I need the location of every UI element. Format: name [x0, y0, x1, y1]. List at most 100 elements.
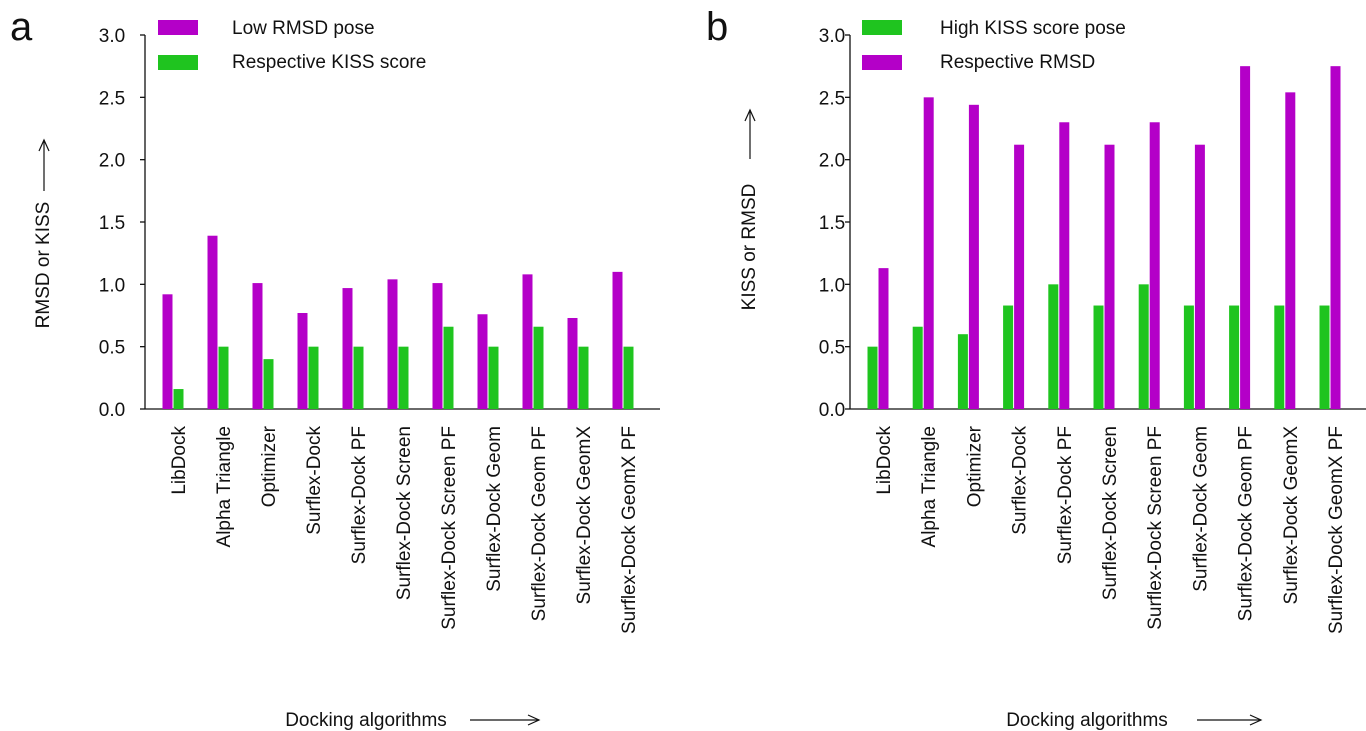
panel-a-bar-series1 — [263, 359, 274, 409]
panel-b-bar-series1 — [1014, 144, 1025, 409]
panel-b-y-tick-label: 2.0 — [819, 151, 845, 172]
panel-b-bar-series1 — [1240, 66, 1251, 410]
panel-b-category-label: Surflex-Dock Geom — [1190, 426, 1211, 592]
panel-b-legend-swatch-1 — [862, 55, 902, 70]
panel-a-x-axis-arrow — [470, 714, 541, 726]
panel-a-letter: a — [10, 5, 33, 49]
panel-b-y-tick-label: 1.0 — [819, 275, 845, 296]
panel-b-bar-series0 — [1183, 305, 1194, 409]
panel-b-y-tick-label: 0.5 — [819, 338, 845, 359]
panel-a-category-label: Surflex-Dock Screen — [394, 426, 415, 600]
panel-b-bar-series1 — [1285, 92, 1296, 409]
panel-a-category-label: Surflex-Dock Geom — [484, 426, 505, 592]
panel-b-category-label: Surflex-Dock GeomX PF — [1326, 426, 1347, 634]
panel-b-y-axis-title: KISS or RMSD — [739, 184, 760, 311]
panel-a-bar-series1 — [398, 346, 409, 409]
panel-b-bar-series0 — [912, 326, 923, 409]
panel-b-bar-series0 — [957, 334, 968, 409]
panel-b-category-label: Surflex-Dock GeomX — [1281, 426, 1302, 605]
panel-a-bar-series1 — [353, 346, 364, 409]
panel-a-bar-series0 — [477, 314, 488, 409]
panel-a-category-label: Surflex-Dock Screen PF — [439, 426, 460, 630]
panel-a-category-label: LibDock — [169, 426, 190, 495]
panel-a-bar-series0 — [612, 271, 623, 409]
panel-a-category-label: Optimizer — [259, 425, 280, 507]
panel-b-bar-series1 — [1330, 66, 1341, 410]
panel-a-y-axis-arrow — [38, 138, 50, 191]
panel-a-bar-series0 — [522, 274, 533, 409]
panel-a-bar-series1 — [533, 326, 544, 409]
panel-a-legend-swatch-0 — [158, 20, 198, 35]
panel-a-y-tick-label: 3.0 — [99, 26, 125, 47]
panel-b-legend-label-0: High KISS score pose — [940, 18, 1126, 39]
panel-a-legend-swatch-1 — [158, 55, 198, 70]
panel-b-legend-label-1: Respective RMSD — [940, 52, 1095, 73]
panel-a-bar-series0 — [297, 313, 308, 409]
panel-b-category-label: Optimizer — [964, 425, 985, 507]
panel-a-bar-series1 — [488, 346, 499, 409]
panel-a-bar-series1 — [308, 346, 319, 409]
panel-b-x-axis-arrow — [1197, 714, 1263, 726]
panel-b-category-label: Surflex-Dock Geom PF — [1236, 426, 1257, 621]
panel-b-bar-series0 — [1229, 305, 1240, 409]
panel-a-category-label: Surflex-Dock GeomX — [574, 426, 595, 605]
panel-b-bar-series1 — [1194, 144, 1205, 409]
panel-b-bar-series1 — [1104, 144, 1115, 409]
panel-b-bar-series1 — [923, 97, 934, 409]
panel-a-bar-series0 — [432, 283, 443, 409]
panel-a-bar-series1 — [173, 389, 184, 409]
panel-b-y-axis-arrow — [744, 108, 756, 159]
panel-a-y-tick-label: 1.5 — [99, 213, 125, 234]
panel-a-category-label: Alpha Triangle — [214, 426, 235, 547]
panel-b-bar-series1 — [878, 268, 889, 409]
panel-b-bar-series0 — [1319, 305, 1330, 409]
panel-b-letter: b — [706, 5, 728, 49]
panel-b-bar-series1 — [968, 104, 979, 410]
panel-a-y-tick-label: 1.0 — [99, 275, 125, 296]
panel-b-legend-swatch-0 — [862, 20, 902, 35]
panel-a-bar-series0 — [342, 288, 353, 409]
panel-a-legend-label-0: Low RMSD pose — [232, 18, 375, 39]
panel-b-bar-series0 — [867, 346, 878, 409]
panel-b-category-label: Surflex-Dock Screen — [1100, 426, 1121, 600]
panel-a-bar-series1 — [623, 346, 634, 409]
panel-b-bar-series1 — [1149, 122, 1160, 410]
panel-a-bar-series1 — [218, 346, 229, 409]
panel-a-bar-series0 — [207, 235, 218, 409]
panel-a-y-tick-label: 0.0 — [99, 400, 125, 421]
panel-a-category-label: Surflex-Dock PF — [349, 426, 370, 564]
panel-a-x-axis-title: Docking algorithms — [285, 710, 447, 731]
panel-b-category-label: Alpha Triangle — [919, 426, 940, 547]
panel-b-bar-series1 — [1059, 122, 1070, 410]
panel-a-bar-series0 — [162, 294, 173, 409]
panel-a-bar-series0 — [567, 317, 578, 409]
panel-a-legend-label-1: Respective KISS score — [232, 52, 426, 73]
panel-a-y-tick-label: 0.5 — [99, 338, 125, 359]
panel-b-bar-series0 — [1274, 305, 1285, 409]
panel-a: a Low RMSD pose Respective KISS score Do… — [10, 5, 660, 731]
panel-b-y-tick-label: 1.5 — [819, 213, 845, 234]
panel-a-y-tick-label: 2.0 — [99, 151, 125, 172]
panel-b-x-axis-title: Docking algorithms — [1006, 710, 1168, 731]
panel-b-category-label: Surflex-Dock Screen PF — [1145, 426, 1166, 630]
panel-b-category-label: Surflex-Dock PF — [1055, 426, 1076, 564]
panel-b-category-label: Surflex-Dock — [1010, 426, 1031, 535]
panel-a-y-tick-label: 2.5 — [99, 88, 125, 109]
panel-b-bar-series0 — [1093, 305, 1104, 409]
panel-b-bar-series0 — [1048, 284, 1059, 409]
panel-a-bar-series0 — [387, 279, 398, 409]
panel-a-bar-series1 — [578, 346, 589, 409]
panel-a-y-axis-title: RMSD or KISS — [33, 202, 54, 329]
panel-a-bar-series0 — [252, 283, 263, 409]
panel-b: b High KISS score pose Respective RMSD D… — [706, 5, 1366, 731]
panel-b-y-tick-label: 2.5 — [819, 88, 845, 109]
panel-b-y-tick-label: 0.0 — [819, 400, 845, 421]
panel-b-bar-series0 — [1138, 284, 1149, 409]
panel-b-category-label: LibDock — [874, 426, 895, 495]
panel-b-bar-series0 — [1003, 305, 1014, 409]
panel-a-category-label: Surflex-Dock Geom PF — [529, 426, 550, 621]
panel-a-category-label: Surflex-Dock GeomX PF — [619, 426, 640, 634]
panel-b-y-tick-label: 3.0 — [819, 26, 845, 47]
panel-a-bar-series1 — [443, 326, 454, 409]
